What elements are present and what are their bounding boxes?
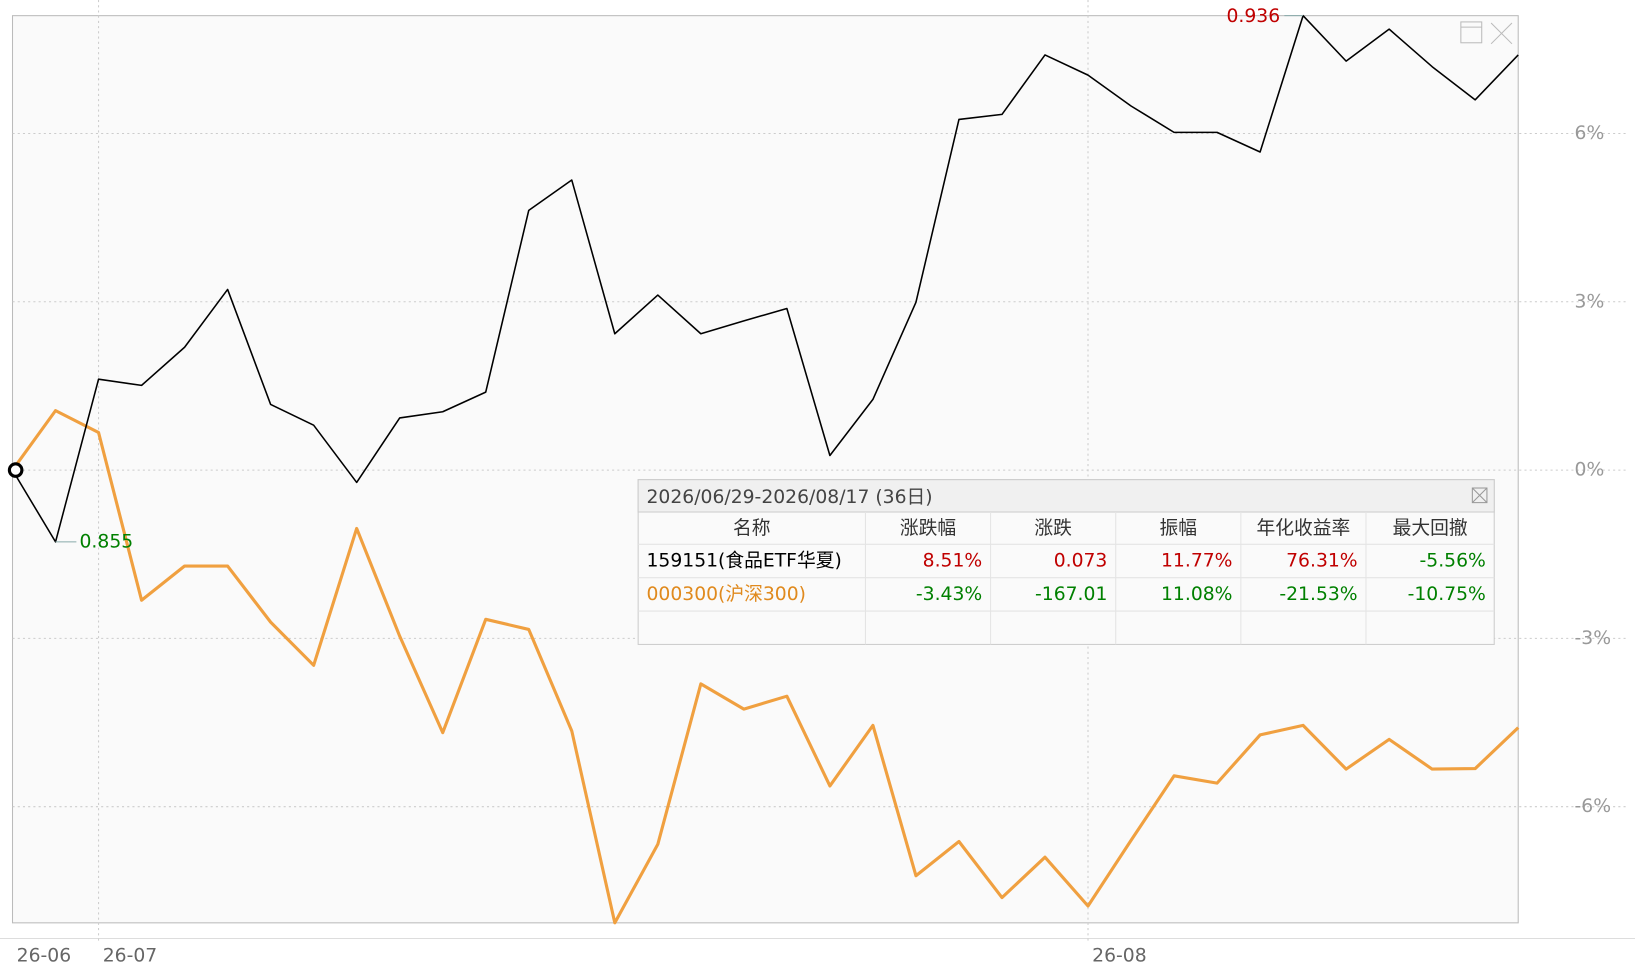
- table-header: 涨跌: [1034, 517, 1072, 539]
- table-close-button[interactable]: [1471, 487, 1488, 504]
- lines: [7, 14, 1520, 925]
- table-cell: 11.77%: [1161, 551, 1233, 572]
- y-tick-label: 0%: [1575, 460, 1605, 481]
- table-cell: 0.073: [1054, 551, 1108, 572]
- max-annotation: 0.936: [1226, 6, 1280, 27]
- x-tick-label: 26-06: [17, 946, 71, 967]
- table-title-bar: [637, 479, 1495, 513]
- maximize-button[interactable]: [1460, 21, 1483, 44]
- table-cell: -5.56%: [1420, 551, 1486, 572]
- min-annotation: 0.855: [80, 531, 134, 552]
- close-icon: [1471, 487, 1488, 504]
- y-tick-label: -3%: [1575, 628, 1612, 649]
- x-tick-label: 26-08: [1092, 946, 1146, 967]
- series-line: [11, 14, 1519, 543]
- table-header: 年化收益率: [1257, 517, 1351, 539]
- x-tick-label: 26-07: [103, 946, 157, 967]
- close-button[interactable]: [1490, 22, 1513, 45]
- start-marker: [7, 462, 24, 478]
- table-cell: 159151(食品ETF华夏): [646, 550, 841, 572]
- plot-area: [11, 15, 1519, 924]
- table-cell: 76.31%: [1286, 551, 1358, 572]
- table-cell: -10.75%: [1408, 584, 1486, 605]
- series-line: [11, 409, 1520, 925]
- table-header: 名称: [733, 517, 771, 539]
- table-title: 2026/06/29-2026/08/17 (36日): [646, 487, 932, 508]
- table-cell: -21.53%: [1279, 584, 1357, 605]
- close-icon: [1471, 487, 1488, 503]
- summary-table: 2026/06/29-2026/08/17 (36日) 名称 涨跌幅 涨跌 振幅 年化收益…: [637, 479, 1495, 645]
- y-tick-label: -6%: [1575, 796, 1612, 817]
- labels: 6% 3% 0% -3% -6% 26-06 26-07 26-08 0.936 0.855: [17, 6, 1611, 966]
- table-cell: 11.08%: [1161, 584, 1233, 605]
- window-buttons[interactable]: [1460, 21, 1513, 45]
- table-cell: -167.01: [1035, 584, 1107, 605]
- table-header: 最大回撤: [1393, 517, 1468, 539]
- y-tick-label: 6%: [1575, 123, 1605, 144]
- y-tick-label: 3%: [1575, 291, 1605, 312]
- table-cell: 000300(沪深300): [646, 583, 806, 605]
- table-cell: 8.51%: [923, 551, 983, 572]
- table-cell: -3.43%: [916, 584, 982, 605]
- table-header: 涨跌幅: [900, 517, 956, 539]
- table-header: 振幅: [1160, 517, 1197, 539]
